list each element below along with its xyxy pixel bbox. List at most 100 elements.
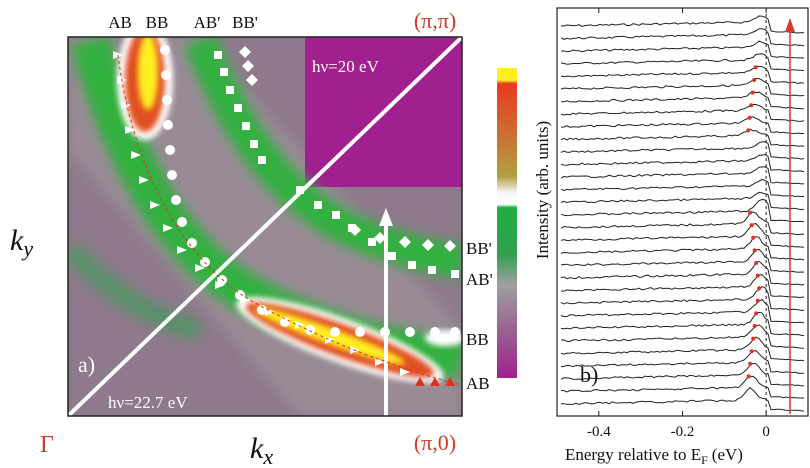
corner-label: (π,0) [414, 430, 456, 455]
triangle-marker [150, 201, 160, 209]
peak-marker [746, 128, 751, 133]
diamond-marker [399, 236, 411, 248]
band-label: AB' [194, 13, 221, 32]
diamond-marker [374, 232, 386, 244]
square-marker [408, 261, 416, 269]
circle-marker [330, 327, 340, 337]
circle-marker [355, 327, 365, 337]
edc-curve [560, 153, 805, 173]
circle-marker [305, 325, 315, 335]
diamond-marker [349, 224, 361, 236]
circle-marker [430, 327, 440, 337]
peak-marker [751, 235, 756, 240]
peak-marker [746, 374, 751, 379]
peak-marker [752, 324, 757, 328]
edc-curve [560, 236, 805, 261]
circle-marker [217, 275, 227, 285]
triangle-marker [139, 176, 149, 184]
band-label: BB' [232, 13, 258, 32]
edc-curve [560, 77, 805, 97]
peak-marker [757, 286, 762, 291]
triangle-marker [415, 377, 425, 386]
peak-marker [751, 336, 756, 341]
peak-marker [749, 103, 754, 108]
edc-curve [560, 324, 805, 349]
peak-marker [755, 298, 760, 303]
corner-label: (π,π) [414, 8, 456, 33]
x-tick-label: -0.4 [587, 424, 611, 440]
peak-marker [750, 90, 755, 95]
axis-subscript: x [262, 444, 273, 468]
triangle-marker [121, 101, 131, 109]
axis-unit: (eV) [712, 445, 743, 464]
x-axis-label: Energy relative to EF (eV) [565, 445, 743, 467]
peak-marker [748, 210, 753, 215]
edc-curve [560, 274, 805, 298]
square-marker [214, 51, 222, 59]
diamond-marker [242, 60, 254, 72]
triangle-marker [295, 321, 305, 329]
diamond-marker [246, 74, 258, 86]
edc-curve [560, 53, 805, 72]
band-label: BB' [466, 239, 492, 258]
band-label: BB [146, 13, 169, 32]
circle-marker [163, 120, 173, 130]
panel-label: b) [580, 362, 598, 387]
band-label: AB [108, 13, 132, 32]
diamond-marker [444, 240, 456, 252]
triangle-marker [325, 336, 335, 344]
edc-curve [560, 191, 805, 211]
square-marker [234, 104, 242, 112]
circle-marker [405, 327, 415, 337]
triangle-marker [445, 377, 455, 386]
y-axis-label: Intensity (arb. units) [533, 121, 552, 259]
edc-curve [560, 166, 805, 185]
edc-curve [560, 311, 805, 337]
peak-marker [752, 248, 757, 253]
axis-text: Energy relative to E [565, 445, 701, 464]
circle-marker [161, 70, 171, 80]
panel-label: a) [78, 352, 95, 377]
square-marker [388, 252, 396, 260]
circle-marker [257, 305, 267, 315]
diamond-marker [422, 239, 434, 251]
square-marker [242, 122, 250, 130]
edc-curve [561, 386, 805, 412]
edc-curve [560, 260, 805, 286]
x-tick-label: -0.2 [671, 424, 695, 440]
edc-curve [560, 286, 805, 311]
circle-marker [450, 327, 460, 337]
triangle-marker [215, 281, 225, 289]
circle-marker [280, 317, 290, 327]
square-marker [368, 238, 376, 246]
arrow-head [785, 18, 795, 32]
triangle-marker [430, 377, 440, 386]
axis-symbol: k [250, 432, 264, 465]
band-label: BB [466, 330, 489, 349]
corner-label: Γ [40, 432, 54, 458]
edc-curve [560, 223, 805, 248]
triangle-marker [125, 126, 135, 134]
circle-marker [162, 95, 172, 105]
circle-marker [380, 327, 390, 337]
edc-curve [560, 28, 805, 47]
circle-marker [160, 45, 170, 55]
triangle-marker [400, 368, 410, 376]
square-marker [314, 201, 322, 209]
band-label: AB [466, 374, 490, 393]
photon-energy: hν=20 eV [312, 57, 380, 76]
triangle-marker [195, 264, 205, 272]
peak-marker [749, 223, 754, 228]
circle-marker [167, 170, 177, 180]
edc-curve [561, 91, 805, 110]
circle-marker [171, 195, 181, 205]
edc-curve [560, 350, 805, 374]
square-marker [451, 270, 459, 278]
peak-marker [755, 273, 760, 278]
edc-panel [556, 7, 809, 417]
edc-curve [560, 40, 805, 59]
edc-curve [560, 298, 805, 324]
edc-curve [560, 128, 805, 147]
photon-energy: hν=22.7 eV [108, 393, 188, 412]
edc-curve [560, 211, 805, 236]
